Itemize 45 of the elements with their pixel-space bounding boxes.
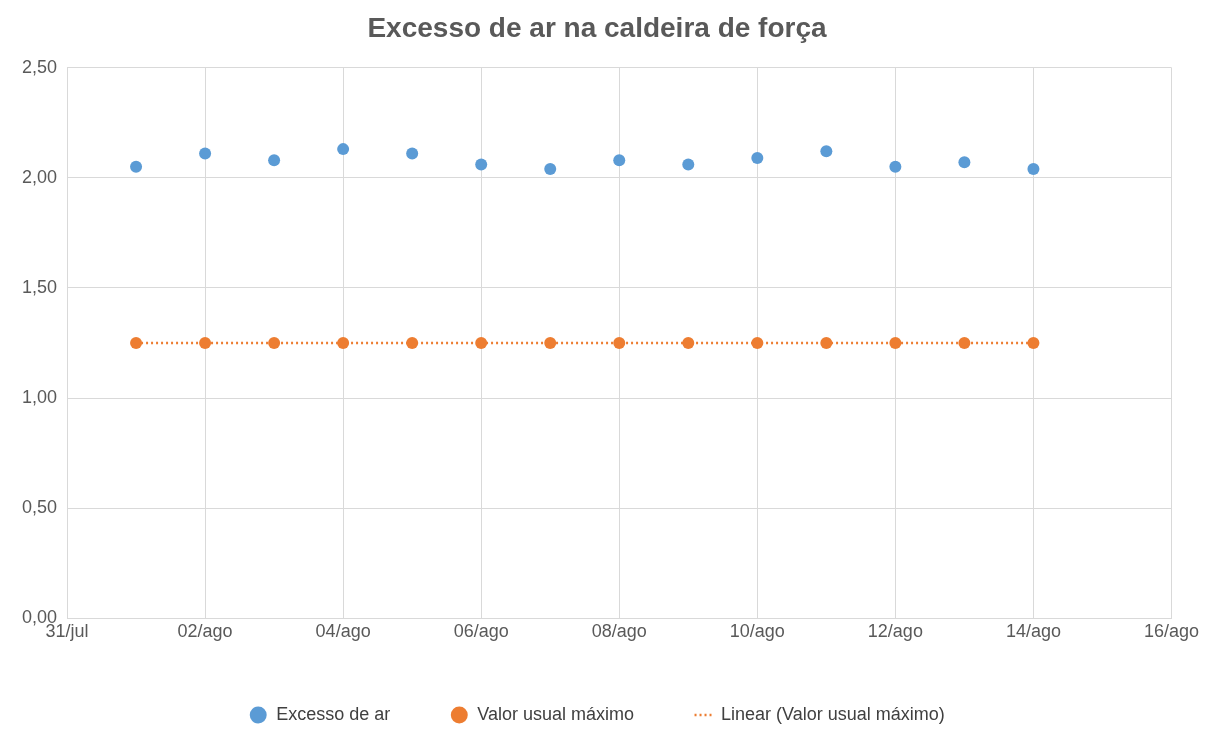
point (682, 158, 695, 171)
point (958, 337, 971, 349)
x-tick-label: 10/ago (729, 621, 785, 642)
point (889, 337, 902, 349)
point (544, 162, 557, 175)
point (613, 154, 626, 167)
point (820, 145, 833, 158)
legend-label: Valor usual máximo (477, 703, 635, 724)
point (958, 156, 971, 169)
point (130, 337, 143, 349)
legend-label: Linear (Valor usual máximo) (721, 703, 945, 724)
x-tick-label: 02/ago (177, 621, 233, 642)
point (199, 337, 212, 349)
x-tick-label: 08/ago (591, 621, 647, 642)
point (889, 160, 902, 173)
x-tick-label: 04/ago (315, 621, 371, 642)
point (544, 337, 557, 349)
point (1027, 162, 1040, 175)
y-tick-label: 1,50 (21, 276, 58, 297)
point (820, 337, 833, 349)
point (682, 337, 695, 349)
x-tick-label: 14/ago (1005, 621, 1061, 642)
point (406, 337, 419, 349)
x-tick-label: 16/ago (1143, 621, 1199, 642)
point (268, 154, 281, 167)
point (475, 337, 488, 349)
point (475, 158, 488, 171)
y-tick-label: 0,50 (21, 497, 58, 518)
point (199, 147, 212, 160)
x-tick-label: 06/ago (453, 621, 509, 642)
legend-label: Excesso de ar (276, 703, 391, 724)
point (268, 337, 281, 349)
y-tick-label: 1,00 (21, 387, 58, 408)
point (751, 151, 764, 164)
point (1027, 337, 1040, 349)
x-tick-label: 12/ago (867, 621, 923, 642)
point (130, 160, 143, 173)
y-tick-label: 2,50 (21, 56, 58, 77)
point (406, 147, 419, 160)
point (613, 337, 626, 349)
chart-title: Excesso de ar na caldeira de força (367, 11, 827, 43)
point (337, 337, 350, 349)
point (337, 143, 350, 156)
y-tick-label: 2,00 (21, 166, 58, 187)
point (751, 337, 764, 349)
